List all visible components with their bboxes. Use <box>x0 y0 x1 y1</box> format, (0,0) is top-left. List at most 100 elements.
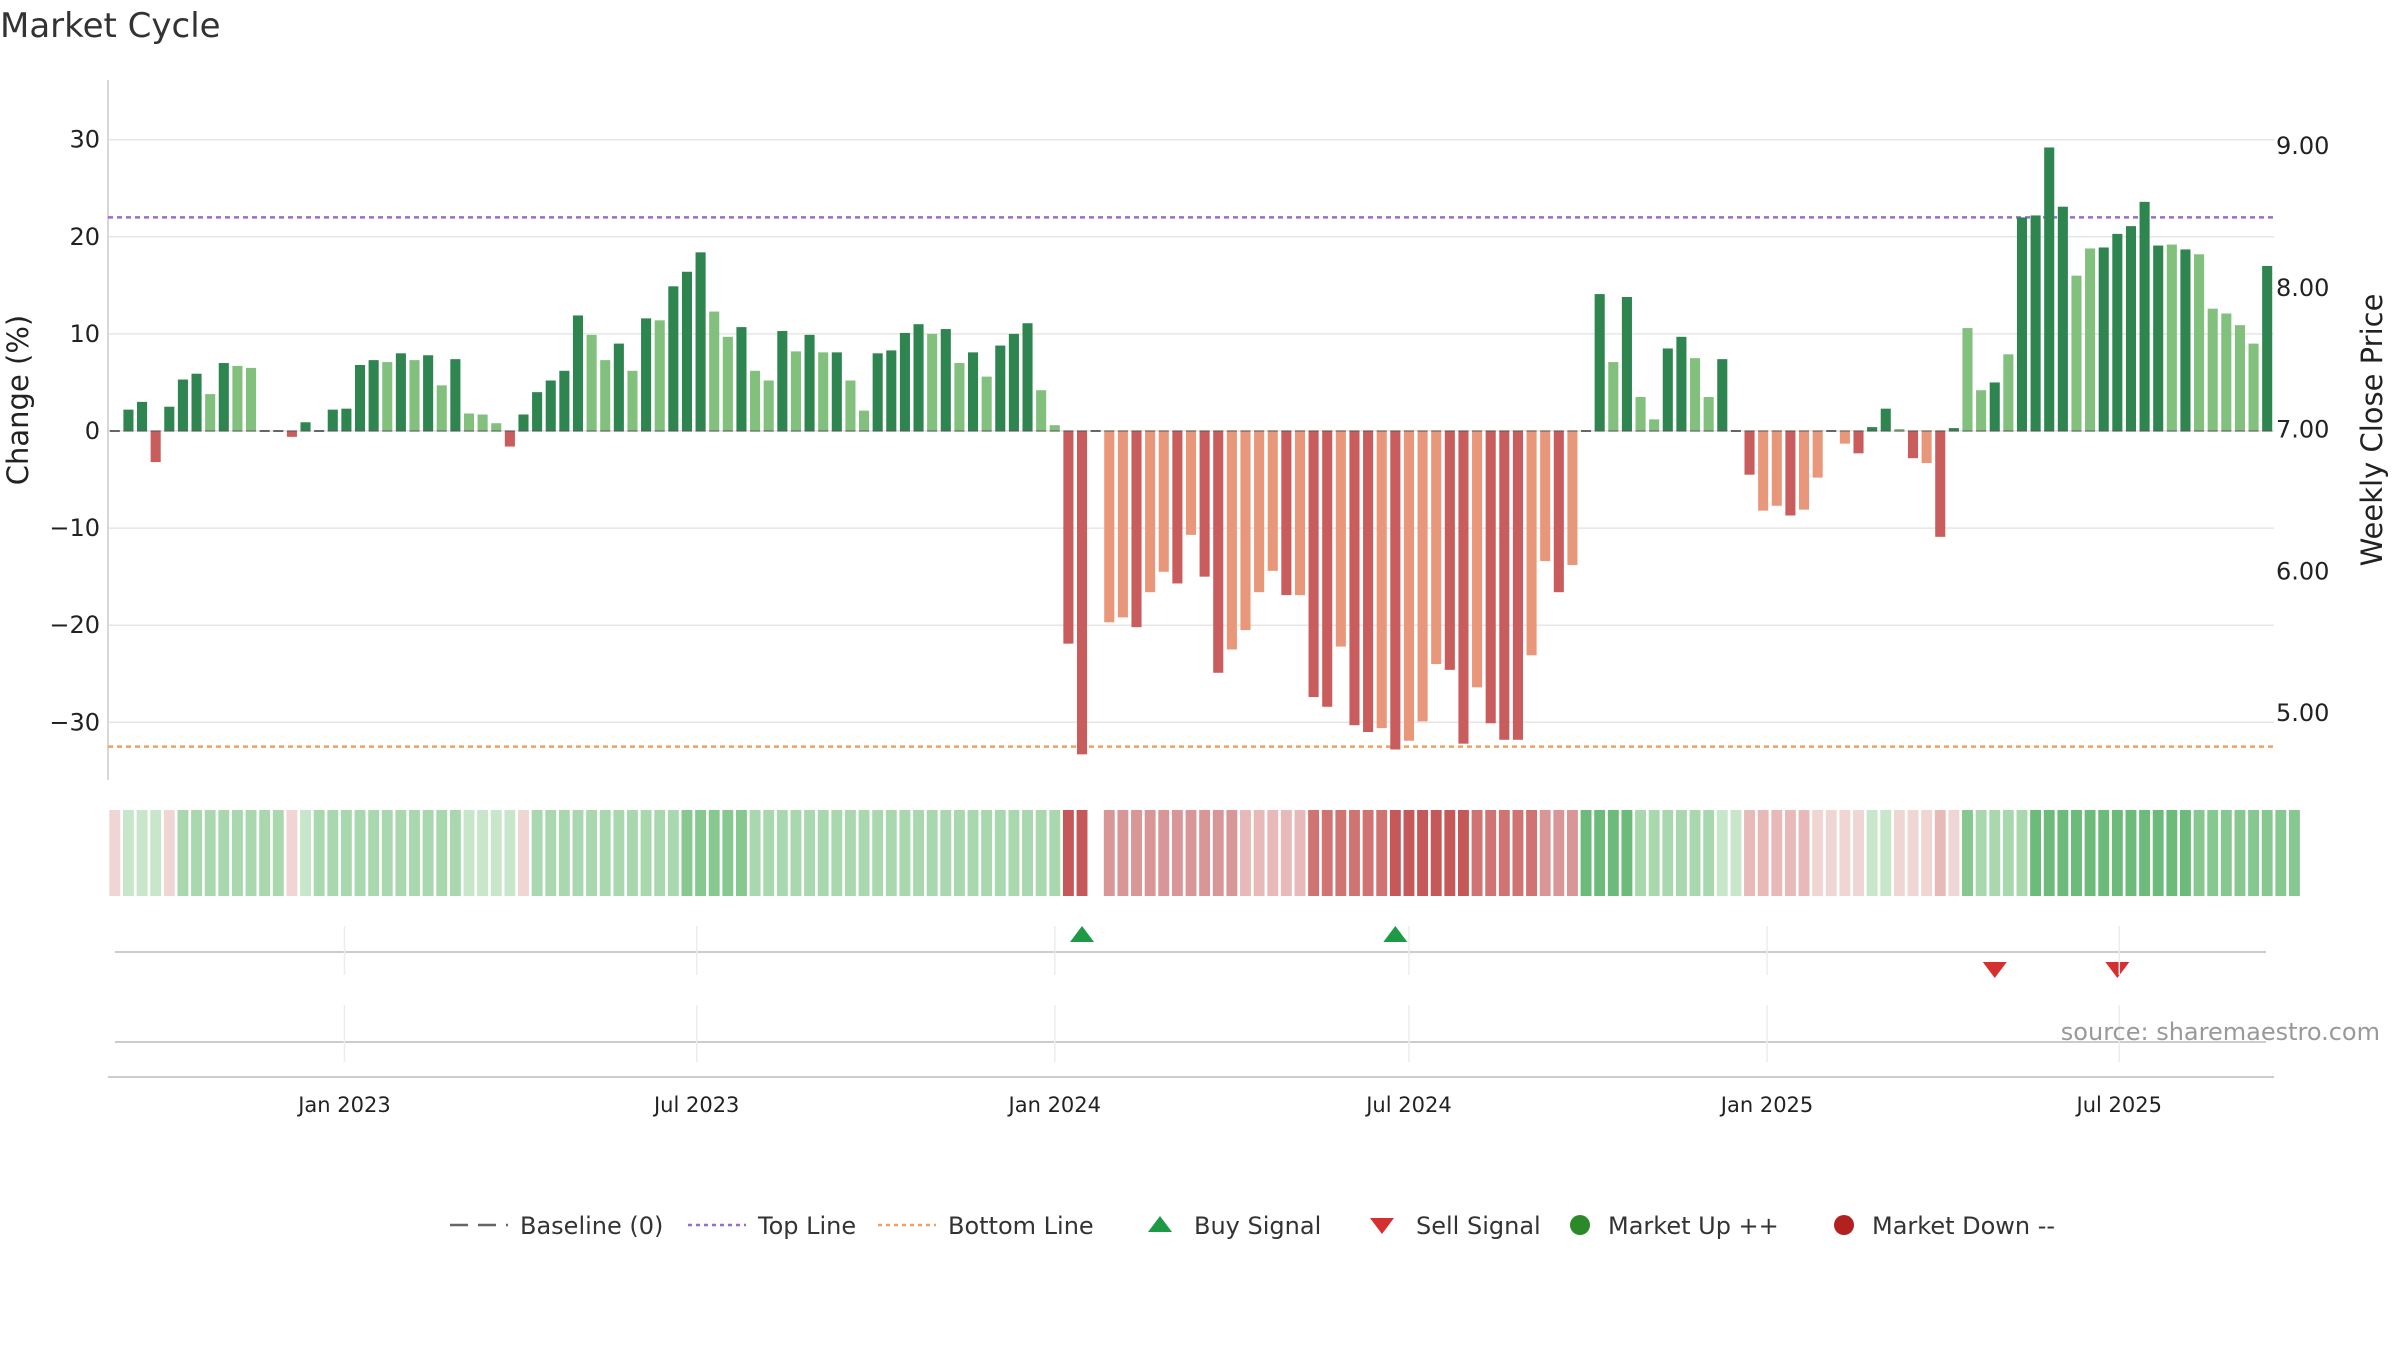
heat-cell <box>1621 810 1633 896</box>
baseline-segment <box>164 430 175 432</box>
right-tick-label: 5.00 <box>2276 699 2329 727</box>
sell-signal-marker <box>2105 962 2130 978</box>
heat-cell <box>1648 810 1660 896</box>
left-tick-label: 0 <box>85 417 100 445</box>
baseline-segment <box>1689 430 1701 432</box>
bar <box>600 360 611 431</box>
heat-cell <box>463 810 475 896</box>
heat-cell <box>913 810 924 896</box>
bar <box>1567 431 1578 565</box>
baseline-segment <box>736 430 747 432</box>
legend-label: Market Down -- <box>1872 1212 2055 1240</box>
heat-cell <box>191 810 202 896</box>
legend-item: Market Down -- <box>1834 1212 2055 1240</box>
baseline-segment <box>1090 430 1101 432</box>
bar <box>191 373 202 431</box>
heat-cell <box>1022 810 1033 896</box>
heat-cell <box>2098 810 2110 896</box>
bar <box>205 394 216 431</box>
baseline-segment <box>1254 430 1265 432</box>
heat-cell <box>1267 810 1279 896</box>
bar <box>1512 431 1523 740</box>
legend-label: Baseline (0) <box>520 1212 663 1240</box>
heat-cell <box>395 810 407 896</box>
baseline-segment <box>1499 430 1510 432</box>
circle-icon <box>1570 1215 1590 1235</box>
bar <box>1744 431 1755 475</box>
baseline-segment <box>2221 430 2232 432</box>
bar <box>1962 328 1973 431</box>
bar <box>1335 431 1346 647</box>
bar <box>1472 431 1483 688</box>
heat-cell <box>858 810 870 896</box>
baseline-segment <box>1962 430 1973 432</box>
bar <box>164 406 175 431</box>
baseline-segment <box>627 430 638 432</box>
heat-cell <box>1253 810 1265 896</box>
baseline-segment <box>2112 430 2123 432</box>
bar <box>763 380 774 431</box>
heat-cell <box>953 810 965 896</box>
baseline-segment <box>1812 430 1823 432</box>
heat-cell <box>872 810 884 896</box>
baseline-segment <box>709 430 720 432</box>
baseline-segment <box>981 430 992 432</box>
legend-item: Bottom Line <box>878 1212 1094 1240</box>
baseline-segment <box>1199 430 1210 432</box>
bar <box>1008 333 1019 431</box>
baseline-segment <box>886 430 897 432</box>
baseline-segment <box>1417 430 1428 432</box>
heat-cell <box>2111 810 2123 896</box>
heat-cell <box>381 810 393 896</box>
heat-cell <box>1308 810 1320 896</box>
heat-cell <box>722 810 734 896</box>
bar <box>1199 431 1210 577</box>
heat-cell <box>1049 810 1061 896</box>
legend-label: Market Up ++ <box>1608 1212 1779 1240</box>
bar <box>641 318 652 431</box>
baseline-segment <box>695 430 706 432</box>
heat-cell <box>763 810 775 896</box>
baseline-segment <box>1049 430 1060 432</box>
heat-cell <box>1539 810 1551 896</box>
heat-cell <box>1403 810 1415 896</box>
baseline-segment <box>954 430 965 432</box>
baseline-segment <box>872 430 883 432</box>
heat-cell <box>368 810 380 896</box>
baseline-segment <box>1308 430 1319 432</box>
heat-cell <box>558 810 570 896</box>
heat-cell <box>1349 810 1360 896</box>
baseline-segment <box>1226 430 1237 432</box>
baseline-segment <box>1581 430 1592 432</box>
legend-item: Market Up ++ <box>1570 1212 1779 1240</box>
heat-cell <box>1839 810 1851 896</box>
bar <box>1853 431 1864 454</box>
heat-cell <box>150 810 162 896</box>
bar <box>1417 431 1428 722</box>
heat-cell <box>1744 810 1755 896</box>
baseline-segment <box>1145 430 1156 432</box>
baseline-segment <box>1213 430 1224 432</box>
baseline-segment <box>763 430 774 432</box>
bar <box>981 376 992 431</box>
bar <box>423 355 434 431</box>
x-tick-label: Jan 2023 <box>296 1093 391 1117</box>
baseline-segment <box>1853 430 1864 432</box>
heat-cell <box>1131 810 1142 896</box>
baseline-segment <box>1444 430 1455 432</box>
bar <box>1553 431 1564 593</box>
baseline-segment <box>327 430 338 432</box>
baseline-segment <box>1485 430 1496 432</box>
bars <box>109 147 2273 755</box>
bar <box>668 286 679 431</box>
bar <box>559 370 570 431</box>
heat-cell <box>572 810 584 896</box>
bar <box>2194 254 2205 431</box>
bar <box>804 334 815 431</box>
x-tick-label: Jul 2025 <box>2075 1093 2162 1117</box>
baseline-segment <box>314 430 325 432</box>
heat-cell <box>1062 810 1074 896</box>
baseline-segment <box>177 430 188 432</box>
bar <box>450 359 461 431</box>
bar <box>545 380 556 431</box>
